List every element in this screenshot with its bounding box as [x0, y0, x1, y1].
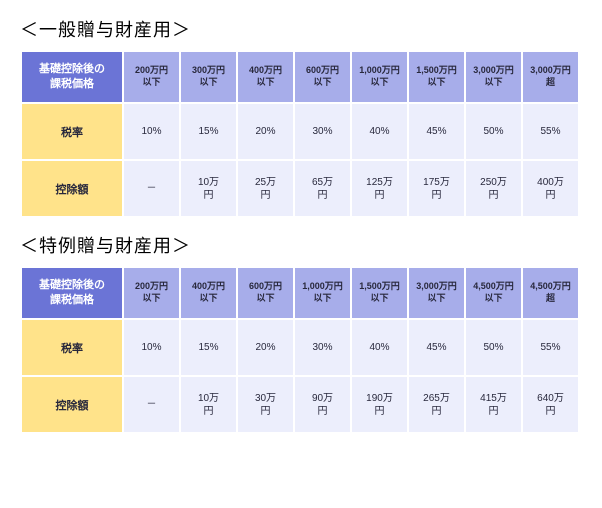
section-title: ＜一般贈与財産用＞ [20, 16, 582, 42]
table-cell: 25万円 [238, 161, 293, 216]
table-cell: － [124, 161, 179, 216]
row-label: 控除額 [22, 377, 122, 432]
table-cell: 20% [238, 104, 293, 159]
table-cell: 65万円 [295, 161, 350, 216]
table-cell: 40% [352, 104, 407, 159]
column-header: 200万円以下 [124, 52, 179, 102]
table-cell: 55% [523, 104, 578, 159]
table-cell: 30% [295, 320, 350, 375]
table-cell: 10% [124, 104, 179, 159]
table-cell: 40% [352, 320, 407, 375]
table-row: 税率10%15%20%30%40%45%50%55% [22, 320, 578, 375]
table-row: 控除額－10万円30万円90万円190万円265万円415万円640万円 [22, 377, 578, 432]
table-cell: － [124, 377, 179, 432]
table-cell: 265万円 [409, 377, 464, 432]
column-header: 200万円以下 [124, 268, 179, 318]
column-header: 300万円以下 [181, 52, 236, 102]
column-header: 1,000万円以下 [295, 268, 350, 318]
tax-table: 基礎控除後の課税価格200万円以下300万円以下400万円以下600万円以下1,… [20, 50, 580, 218]
row-label: 控除額 [22, 161, 122, 216]
table-cell: 45% [409, 104, 464, 159]
table-cell: 20% [238, 320, 293, 375]
column-header: 3,000万円超 [523, 52, 578, 102]
table-row: 税率10%15%20%30%40%45%50%55% [22, 104, 578, 159]
table-cell: 15% [181, 104, 236, 159]
table-cell: 30万円 [238, 377, 293, 432]
table-cell: 10% [124, 320, 179, 375]
column-header: 3,000万円以下 [409, 268, 464, 318]
column-header: 3,000万円以下 [466, 52, 521, 102]
column-header: 600万円以下 [295, 52, 350, 102]
table-cell: 640万円 [523, 377, 578, 432]
table-cell: 415万円 [466, 377, 521, 432]
header-corner: 基礎控除後の課税価格 [22, 268, 122, 318]
table-cell: 190万円 [352, 377, 407, 432]
table-cell: 175万円 [409, 161, 464, 216]
tax-tables-root: ＜一般贈与財産用＞基礎控除後の課税価格200万円以下300万円以下400万円以下… [20, 16, 582, 434]
table-section: ＜特例贈与財産用＞ 基礎控除後の課税価格200万円以下400万円以下600万円以下… [20, 232, 582, 434]
table-cell: 50% [466, 320, 521, 375]
table-cell: 15% [181, 320, 236, 375]
row-label: 税率 [22, 320, 122, 375]
column-header: 400万円以下 [238, 52, 293, 102]
table-cell: 250万円 [466, 161, 521, 216]
header-corner: 基礎控除後の課税価格 [22, 52, 122, 102]
column-header: 1,500万円以下 [409, 52, 464, 102]
table-cell: 45% [409, 320, 464, 375]
table-cell: 10万円 [181, 161, 236, 216]
table-cell: 30% [295, 104, 350, 159]
table-cell: 400万円 [523, 161, 578, 216]
column-header: 4,500万円超 [523, 268, 578, 318]
column-header: 600万円以下 [238, 268, 293, 318]
tax-table: 基礎控除後の課税価格200万円以下400万円以下600万円以下1,000万円以下… [20, 266, 580, 434]
table-cell: 90万円 [295, 377, 350, 432]
column-header: 1,000万円以下 [352, 52, 407, 102]
table-row: 控除額－10万円25万円65万円125万円175万円250万円400万円 [22, 161, 578, 216]
column-header: 1,500万円以下 [352, 268, 407, 318]
section-title: ＜特例贈与財産用＞ [20, 232, 582, 258]
table-cell: 55% [523, 320, 578, 375]
table-cell: 50% [466, 104, 521, 159]
column-header: 4,500万円以下 [466, 268, 521, 318]
column-header: 400万円以下 [181, 268, 236, 318]
row-label: 税率 [22, 104, 122, 159]
table-cell: 10万円 [181, 377, 236, 432]
table-section: ＜一般贈与財産用＞ 基礎控除後の課税価格200万円以下300万円以下400万円以下… [20, 16, 582, 218]
table-cell: 125万円 [352, 161, 407, 216]
